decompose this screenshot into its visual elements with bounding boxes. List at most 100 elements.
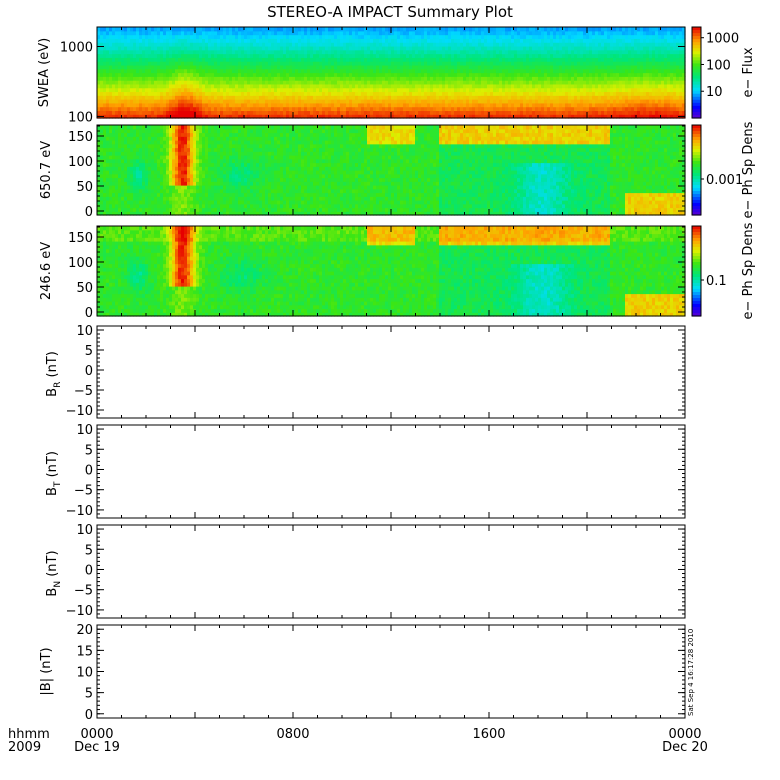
heatmap-cell xyxy=(217,34,221,39)
heatmap-cell xyxy=(187,102,191,108)
heatmap-cell xyxy=(166,45,170,51)
heatmap-cell xyxy=(175,72,179,77)
heatmap-cell xyxy=(121,72,125,77)
heatmap-cell xyxy=(106,95,110,100)
heatmap-cell xyxy=(166,95,170,100)
heatmap-cell xyxy=(196,64,200,70)
heatmap-cell xyxy=(151,102,155,108)
heatmap-cell xyxy=(163,49,167,55)
heatmap-cell xyxy=(205,34,209,39)
heatmap-cell xyxy=(172,83,176,89)
heatmap-cell xyxy=(124,95,128,100)
heatmap-cell xyxy=(118,57,122,62)
heatmap-cell xyxy=(226,68,230,74)
heatmap-cell xyxy=(223,27,227,32)
heatmap-cell xyxy=(181,42,185,47)
heatmap-cell xyxy=(178,106,182,112)
heatmap-cell xyxy=(127,38,131,43)
heatmap-cell xyxy=(160,110,164,115)
heatmap-cell xyxy=(205,64,209,70)
heatmap-cell xyxy=(166,42,170,47)
heatmap-cell xyxy=(181,30,185,36)
heatmap-cell xyxy=(157,114,161,119)
heatmap-cell xyxy=(202,34,206,39)
heatmap-cell xyxy=(193,72,197,77)
heatmap-cell xyxy=(172,38,176,43)
heatmap-cell xyxy=(103,64,107,70)
heatmap-cell xyxy=(121,87,125,93)
heatmap-cell xyxy=(178,68,182,74)
heatmap-cell xyxy=(106,45,110,51)
heatmap-cell xyxy=(130,72,134,77)
heatmap-cell xyxy=(205,38,209,43)
heatmap-cell xyxy=(184,102,188,108)
heatmap-cell xyxy=(217,87,221,93)
heatmap-cell xyxy=(139,68,143,74)
heatmap-cell xyxy=(112,27,116,32)
heatmap-cell xyxy=(184,106,188,112)
heatmap-cell xyxy=(217,106,221,112)
heatmap-cell xyxy=(172,102,176,108)
heatmap-cell xyxy=(142,99,146,104)
heatmap-cell xyxy=(169,38,173,43)
heatmap-cell xyxy=(106,34,110,39)
heatmap-cell xyxy=(229,110,233,115)
heatmap-cell xyxy=(229,106,233,112)
heatmap-cell xyxy=(121,30,125,36)
heatmap-cell xyxy=(139,49,143,55)
heatmap-cell xyxy=(100,95,104,100)
heatmap-cell xyxy=(175,45,179,51)
heatmap-cell xyxy=(163,99,167,104)
heatmap-cell xyxy=(157,95,161,100)
heatmap-cell xyxy=(121,42,125,47)
heatmap-cell xyxy=(133,76,137,81)
heatmap-cell xyxy=(187,95,191,100)
heatmap-cell xyxy=(199,72,203,77)
heatmap-cell xyxy=(133,42,137,47)
heatmap-cell xyxy=(199,83,203,89)
heatmap-cell xyxy=(148,34,152,39)
heatmap-cell xyxy=(124,91,128,96)
heatmap-cell xyxy=(103,83,107,89)
heatmap-cell xyxy=(175,68,179,74)
heatmap-cell xyxy=(220,68,224,74)
panel-swea xyxy=(96,26,704,119)
heatmap-cell xyxy=(190,87,194,93)
heatmap-cell xyxy=(97,95,101,100)
heatmap-cell xyxy=(187,27,191,32)
heatmap-cell xyxy=(151,68,155,74)
heatmap-cell xyxy=(106,80,110,85)
heatmap-cell xyxy=(226,27,230,32)
heatmap-cell xyxy=(133,102,137,108)
heatmap-cell xyxy=(145,57,149,62)
heatmap-cell xyxy=(121,91,125,96)
heatmap-cell xyxy=(100,99,104,104)
heatmap-cell xyxy=(154,102,158,108)
heatmap-cell xyxy=(163,38,167,43)
heatmap-cell xyxy=(130,61,134,66)
heatmap-cell xyxy=(175,30,179,36)
heatmap-cell xyxy=(220,99,224,104)
heatmap-cell xyxy=(223,110,227,115)
heatmap-cell xyxy=(190,106,194,112)
heatmap-cell xyxy=(160,87,164,93)
heatmap-cell xyxy=(112,87,116,93)
heatmap-cell xyxy=(139,76,143,81)
plot-title: STEREO-A IMPACT Summary Plot xyxy=(267,3,513,21)
heatmap-cell xyxy=(136,83,140,89)
heatmap-cell xyxy=(205,76,209,81)
heatmap-cell xyxy=(127,61,131,66)
heatmap-cell xyxy=(184,99,188,104)
heatmap-cell xyxy=(226,95,230,100)
heatmap-cell xyxy=(217,49,221,55)
heatmap-cell xyxy=(130,87,134,93)
heatmap-cell xyxy=(145,45,149,51)
heatmap-cell xyxy=(148,61,152,66)
heatmap-cell xyxy=(124,106,128,112)
heatmap-cell xyxy=(196,34,200,39)
colorbar-tick-label: 1000 xyxy=(706,32,739,47)
heatmap-cell xyxy=(109,53,113,58)
heatmap-cell xyxy=(190,83,194,89)
heatmap-cell xyxy=(214,42,218,47)
heatmap-cell xyxy=(112,45,116,51)
